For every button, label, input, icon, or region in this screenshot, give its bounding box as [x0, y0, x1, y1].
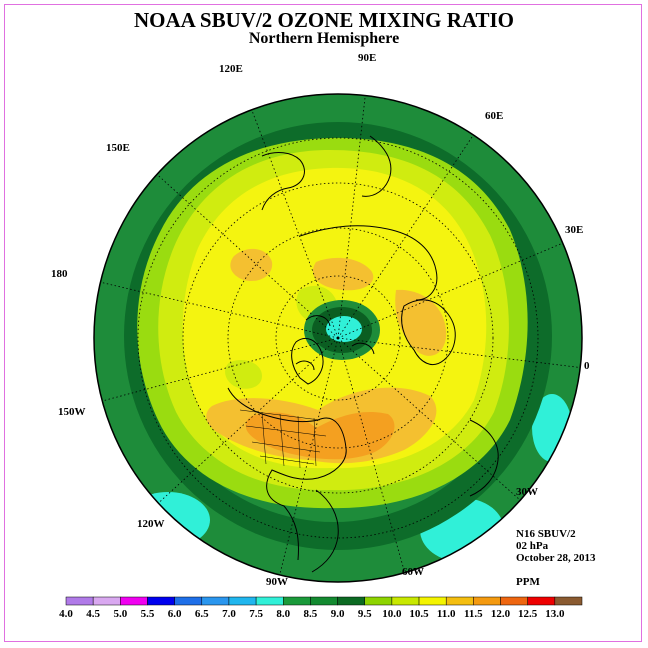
- lon-label-90e: 90E: [358, 52, 377, 64]
- colorbar-tick-label: 6.5: [194, 608, 209, 620]
- ozone-orange-patch-north: [312, 257, 374, 291]
- colorbar-swatch: [418, 596, 447, 606]
- colorbar-swatch: [147, 596, 175, 606]
- colorbar-tick-label: 5.5: [140, 608, 155, 620]
- colorbar-tick-label: 13.0: [545, 608, 565, 620]
- ozone-green-patch-south: [225, 359, 262, 389]
- colorbar-tick-label: 7.0: [222, 608, 236, 620]
- colorbar-tick-label: 8.0: [276, 608, 291, 620]
- lon-label-60e: 60E: [485, 110, 504, 122]
- colorbar-tick-label: 12.5: [518, 608, 538, 620]
- units-label: PPM: [516, 576, 540, 588]
- cyan-patch-left: [94, 206, 108, 230]
- lon-label-150w: 150W: [58, 406, 86, 418]
- ozone-orange-patch-east: [395, 289, 447, 356]
- colorbar-swatch: [554, 596, 583, 606]
- date-label: October 28, 2013: [516, 552, 596, 564]
- state-boundaries: [239, 409, 327, 469]
- colorbar-tick-label: 11.0: [436, 608, 456, 620]
- colorbar-swatch: [473, 596, 501, 606]
- ozone-orange-core-south: [245, 411, 395, 460]
- lon-label-150e: 150E: [106, 142, 130, 154]
- colorbar-swatch: [174, 596, 203, 606]
- colorbar-swatch: [310, 596, 338, 606]
- colorbar-tick-label: 4.0: [59, 608, 73, 620]
- colorbar-swatch: [391, 596, 420, 606]
- map-title: NOAA SBUV/2 OZONE MIXING RATIO: [134, 8, 514, 32]
- coast-africa-north: [469, 419, 499, 497]
- instrument-label: N16 SBUV/2: [516, 528, 576, 540]
- coast-india: [361, 135, 392, 197]
- colorbar-swatch: [120, 596, 148, 606]
- colorbar-tick-label: 12.0: [490, 608, 511, 620]
- pressure-level-label: 02 hPa: [516, 540, 549, 552]
- map-outline: [93, 93, 583, 583]
- colorbar-swatch: [255, 596, 284, 606]
- coast-south-america: [311, 489, 339, 573]
- colorbar-tick-label: 7.5: [249, 608, 263, 620]
- map-subtitle: Northern Hemisphere: [248, 30, 400, 47]
- polar-vortex-core: [326, 316, 362, 342]
- colorbar-swatch: [445, 596, 474, 606]
- colorbar-tick-label: 6.0: [167, 608, 182, 620]
- colorbar: [65, 596, 583, 606]
- lon-label-0: 0: [584, 360, 590, 372]
- figure-frame: [4, 4, 642, 642]
- colorbar-swatch: [201, 596, 230, 606]
- colorbar-tick-label: 10.5: [409, 608, 429, 620]
- colorbar-swatch: [92, 596, 121, 606]
- colorbar-swatch: [228, 596, 257, 606]
- colorbar-swatch: [364, 596, 393, 606]
- lon-label-120e: 120E: [219, 63, 243, 75]
- graticule: [94, 94, 582, 582]
- colorbar-tick-label: 4.5: [86, 608, 101, 620]
- ozone-orange-patch-west: [230, 248, 273, 282]
- lon-label-30w: 30W: [516, 486, 538, 498]
- coast-greenland: [291, 338, 324, 385]
- colorbar-swatch: [500, 596, 528, 606]
- colorbar-tick-label: 5.0: [113, 608, 128, 620]
- colorbar-tick-label: 10.0: [382, 608, 402, 620]
- lon-label-90w: 90W: [266, 576, 288, 588]
- coast-arctic-islands: [295, 315, 375, 371]
- colorbar-tick-label: 11.5: [464, 608, 483, 620]
- colorbar-swatch: [283, 596, 311, 606]
- coast-asia-north: [299, 225, 438, 301]
- colorbar-swatch: [337, 596, 365, 606]
- lon-label-60w: 60W: [402, 566, 424, 578]
- cyan-patch-upper-left: [130, 106, 190, 146]
- lon-label-30e: 30E: [565, 224, 584, 236]
- coastlines: [227, 135, 499, 573]
- coast-north-america: [227, 387, 347, 561]
- lon-label-120w: 120W: [137, 518, 165, 530]
- colorbar-tick-label: 9.0: [330, 608, 345, 620]
- coast-europe: [401, 299, 456, 365]
- colorbar-tick-label: 8.5: [303, 608, 318, 620]
- colorbar-swatch: [527, 596, 556, 606]
- coast-asia-east: [261, 152, 305, 211]
- lon-label-180: 180: [51, 268, 68, 280]
- colorbar-tick-label: 9.5: [357, 608, 372, 620]
- colorbar-swatch: [65, 596, 94, 606]
